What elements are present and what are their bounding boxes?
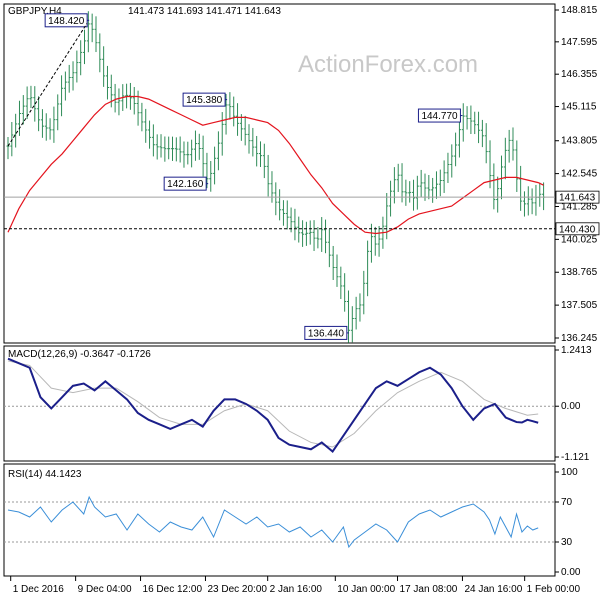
last-price-label: 141.643 bbox=[559, 193, 596, 204]
support-level-label: 140.430 bbox=[559, 224, 596, 235]
x-axis-tick-label: 23 Dec 20:00 bbox=[207, 584, 267, 595]
x-axis-tick-label: 2 Jan 16:00 bbox=[270, 584, 323, 595]
last-price-label-box bbox=[555, 190, 600, 204]
symbol-label: GBPJPY,H4 bbox=[8, 6, 62, 17]
x-axis-tick-label: 10 Jan 00:00 bbox=[337, 584, 395, 595]
support-level-label-box bbox=[555, 222, 600, 236]
price-annotations: 148.420 145.380 142.160 136.440 144.770 bbox=[7, 13, 463, 340]
rsi-panel-frame bbox=[3, 463, 556, 577]
rsi-y-axis: 100 70 30 0.00 bbox=[555, 467, 581, 578]
watermark: ActionForex.com bbox=[298, 51, 478, 78]
macd-title: MACD(12,26,9) -0.3647 -0.1726 bbox=[8, 349, 151, 360]
price-annotation-label: 148.420 bbox=[48, 16, 85, 27]
price-annotation-label: 136.440 bbox=[308, 328, 345, 339]
price-y-tick-label: 137.505 bbox=[561, 300, 598, 311]
macd-panel-frame bbox=[3, 345, 556, 462]
macd-line bbox=[7, 357, 539, 453]
macd-y-axis: 1.2413 0.00 -1.121 bbox=[555, 345, 592, 463]
trend-line bbox=[7, 23, 88, 147]
price-y-tick-label: 147.595 bbox=[561, 37, 598, 48]
ohlc-readout: 141.473 141.693 141.471 141.643 bbox=[128, 6, 281, 17]
price-y-tick-label: 138.765 bbox=[561, 267, 598, 278]
x-axis: 1 Dec 2016 9 Dec 04:00 16 Dec 12:00 23 Dec … bbox=[10, 576, 581, 595]
rsi-y-tick-label: 70 bbox=[561, 497, 573, 508]
rsi-y-tick-label: 30 bbox=[561, 537, 573, 548]
rsi-y-tick-label: 0.00 bbox=[561, 567, 581, 578]
price-y-tick-label: 143.805 bbox=[561, 136, 598, 147]
price-y-tick-label: 146.355 bbox=[561, 69, 598, 80]
macd-y-tick-label: 0.00 bbox=[561, 401, 581, 412]
x-axis-tick-label: 1 Dec 2016 bbox=[13, 584, 65, 595]
price-y-tick-label: 142.545 bbox=[561, 169, 598, 180]
x-axis-tick-label: 24 Jan 16:00 bbox=[464, 584, 522, 595]
price-bars bbox=[6, 11, 546, 343]
x-axis-tick-label: 16 Dec 12:00 bbox=[143, 584, 203, 595]
x-axis-tick-label: 9 Dec 04:00 bbox=[78, 584, 132, 595]
macd-y-tick-label: -1.121 bbox=[561, 452, 590, 463]
x-axis-tick-label: 1 Feb 00:00 bbox=[527, 584, 581, 595]
x-axis-tick-label: 17 Jan 08:00 bbox=[400, 584, 458, 595]
rsi-y-tick-label: 100 bbox=[561, 467, 578, 478]
rsi-title: RSI(14) 44.1423 bbox=[8, 469, 82, 480]
price-y-tick-label: 141.285 bbox=[561, 201, 598, 212]
price-y-tick-label: 145.115 bbox=[561, 102, 597, 113]
price-y-tick-label: 140.025 bbox=[561, 234, 598, 245]
moving-average-line bbox=[7, 95, 544, 235]
price-annotation-label: 144.770 bbox=[421, 111, 458, 122]
price-annotation-label: 145.380 bbox=[186, 95, 223, 106]
macd-y-tick-label: 1.2413 bbox=[561, 345, 592, 356]
price-y-tick-label: 148.815 bbox=[561, 5, 598, 16]
rsi-line bbox=[7, 495, 539, 549]
price-y-axis: 148.815 147.595 146.355 145.115 143.805 142.5… bbox=[555, 5, 600, 344]
price-y-tick-label: 136.245 bbox=[561, 333, 598, 344]
price-annotation-label: 142.160 bbox=[167, 179, 204, 190]
